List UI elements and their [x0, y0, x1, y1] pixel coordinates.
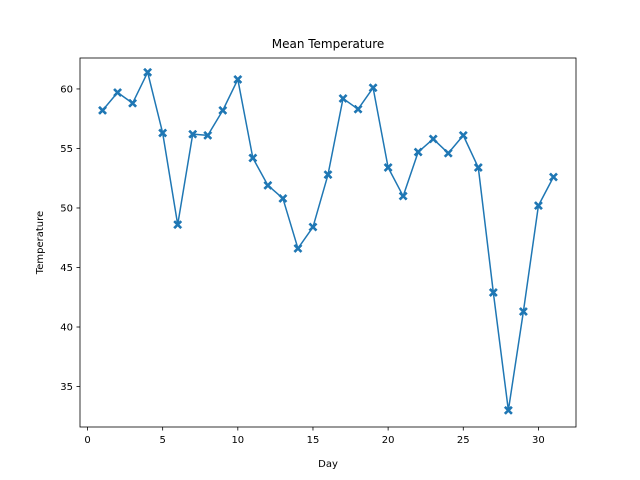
data-point-marker [113, 87, 123, 98]
data-point-marker [293, 243, 303, 254]
data-point-marker [203, 130, 213, 140]
data-point-marker [428, 134, 438, 144]
data-point-marker [97, 105, 108, 115]
x-tick-label: 0 [84, 435, 90, 446]
data-point-marker [278, 193, 288, 204]
plot-area-frame [79, 57, 577, 428]
data-point-marker [503, 405, 513, 415]
data-point-marker [143, 67, 153, 77]
data-point-marker [233, 74, 243, 84]
chart-title: Mean Temperature [272, 37, 385, 51]
data-point-marker [308, 222, 318, 232]
data-point-marker [368, 83, 378, 93]
data-point-marker [548, 172, 559, 182]
data-point-marker [458, 130, 468, 140]
data-point-marker [473, 162, 483, 173]
data-point-marker [398, 191, 408, 201]
data-point-marker [518, 306, 528, 317]
x-tick-label: 15 [307, 435, 320, 446]
axis-ticks: 0 5 10 15 20 25 30 35 40 45 50 55 60 [60, 84, 545, 446]
data-point-marker [488, 287, 498, 298]
x-tick-label: 25 [457, 435, 470, 446]
y-tick-label: 40 [60, 323, 73, 334]
y-tick-label: 60 [60, 84, 73, 95]
data-point-marker [128, 98, 138, 108]
data-point-marker [188, 129, 198, 139]
data-point-marker [413, 147, 423, 157]
data-point-marker [533, 201, 543, 211]
x-tick-label: 30 [532, 435, 545, 446]
x-axis-label: Day [318, 459, 338, 470]
data-series [97, 67, 559, 415]
data-point-marker [443, 148, 453, 158]
y-tick-label: 35 [60, 382, 73, 393]
data-point-marker [248, 153, 258, 163]
data-point-marker [173, 220, 183, 230]
data-point-marker [338, 93, 348, 104]
x-tick-label: 20 [382, 435, 395, 446]
data-point-marker [353, 104, 363, 114]
y-tick-label: 45 [60, 263, 73, 274]
data-point-marker [323, 170, 333, 180]
data-point-marker [383, 162, 393, 173]
y-axis-label: Temperature [35, 211, 46, 275]
y-tick-label: 55 [60, 144, 73, 155]
data-point-marker [218, 105, 228, 115]
y-tick-label: 50 [60, 203, 73, 214]
x-tick-label: 5 [159, 435, 165, 446]
x-tick-label: 10 [231, 435, 244, 446]
data-point-marker [263, 180, 273, 190]
data-point-marker [158, 128, 168, 138]
